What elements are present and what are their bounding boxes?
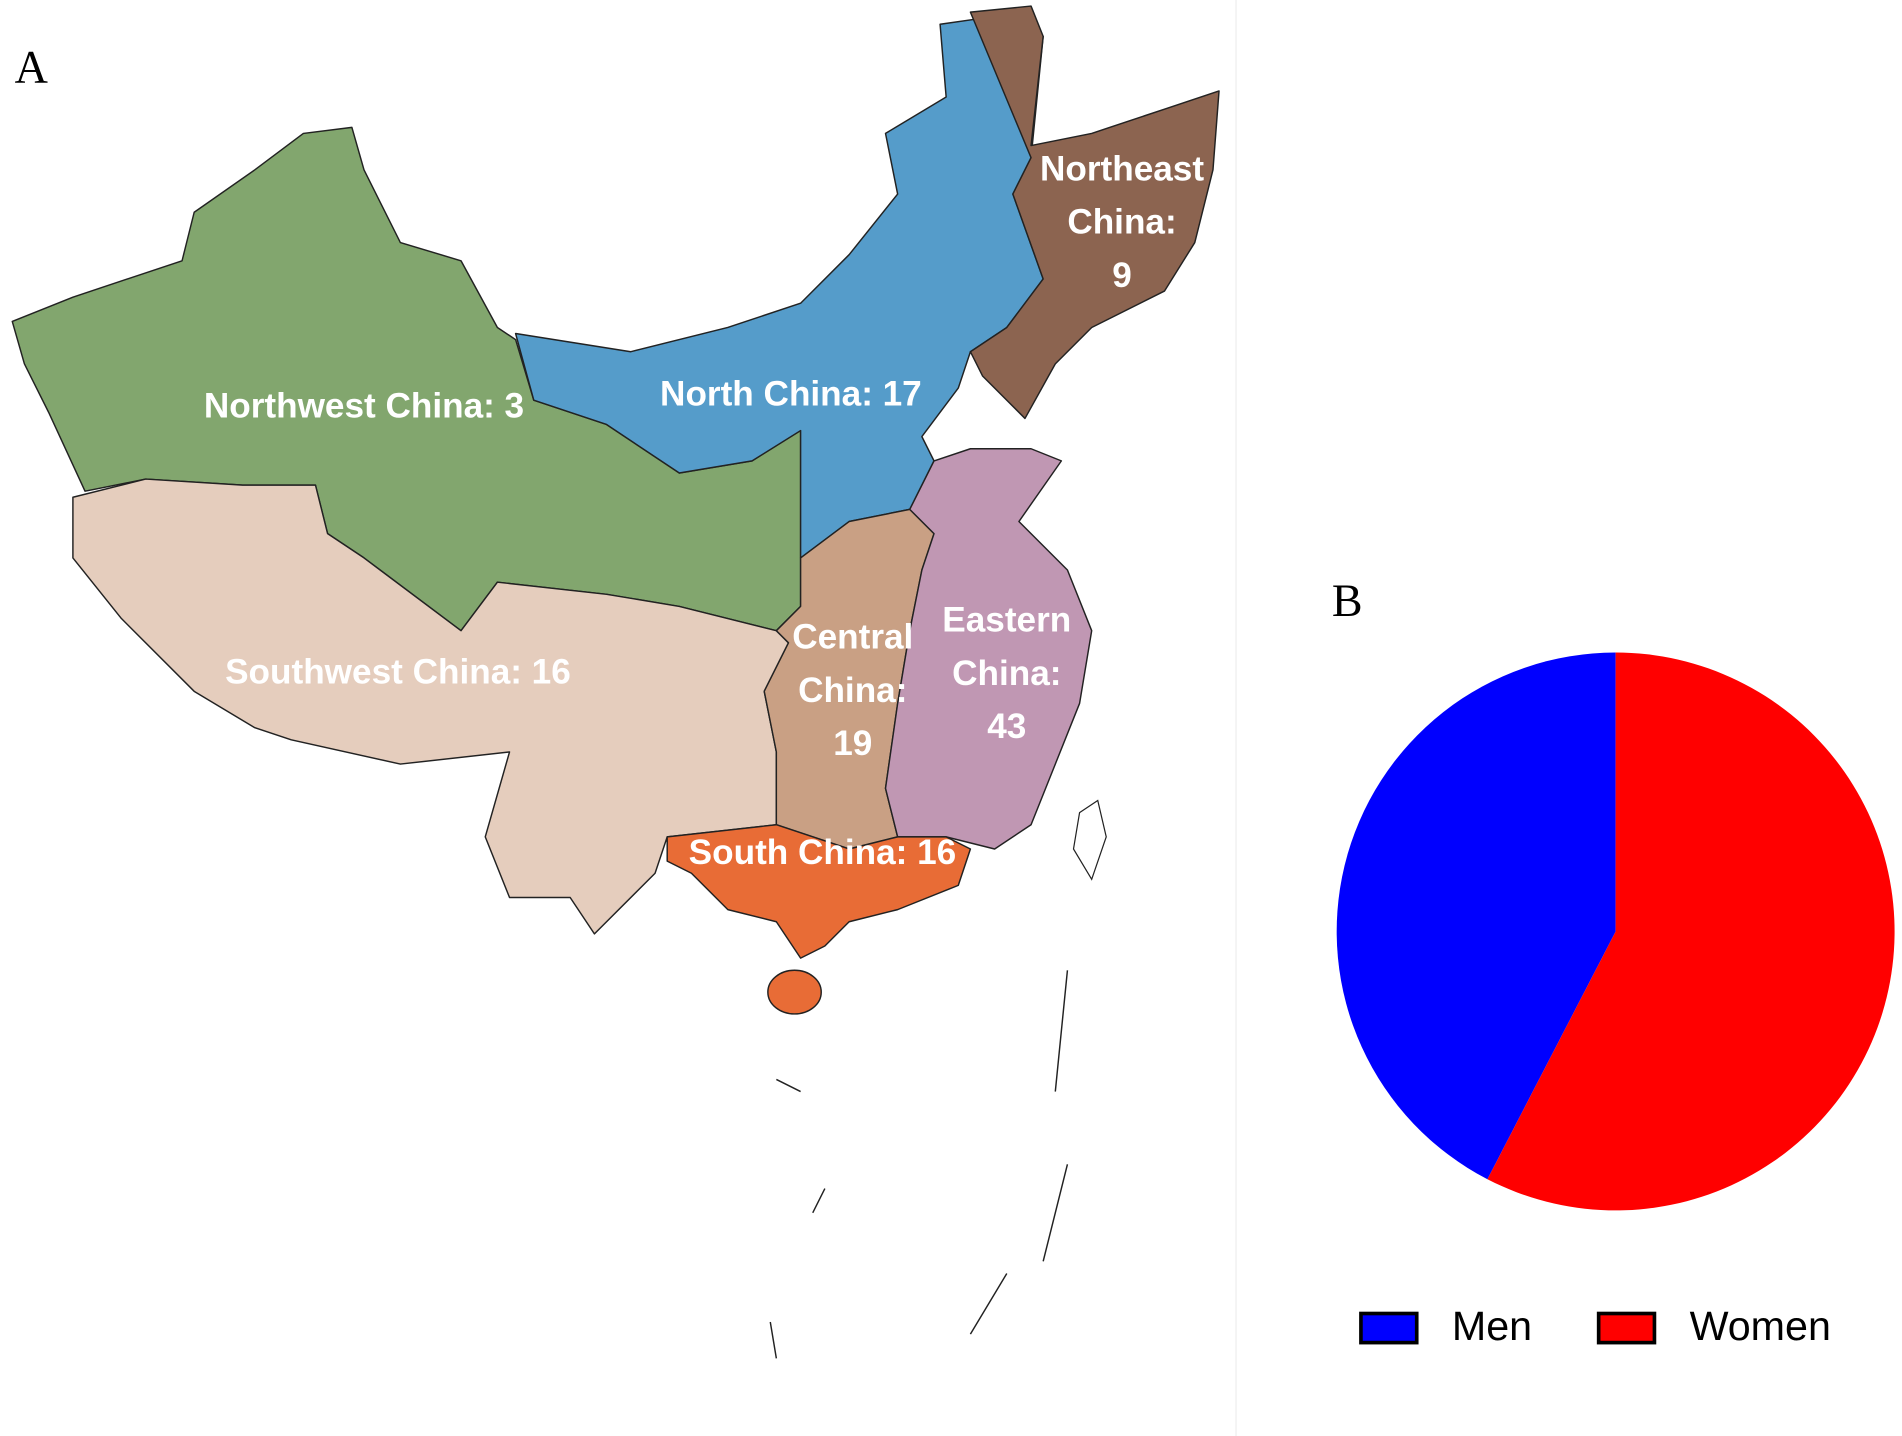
region-hainan [767,969,822,1015]
legend: Men Women [1359,1303,1831,1349]
region-name: Northwest China: [204,387,495,426]
region-count: 9 [1112,256,1132,295]
region-label: Southwest China: 16 [225,653,571,692]
pie-chart [1336,652,1895,1211]
region-count: 3 [505,387,525,426]
region-name: China: [952,654,1061,693]
region-name: Northeast [1040,149,1204,188]
panel-label: B [1332,575,1363,626]
pie-slice [1487,652,1895,1211]
region-count: 43 [987,707,1026,746]
region-name: Central [792,617,913,656]
legend-swatch [1596,1311,1657,1345]
region-name: South China: [689,833,908,872]
region-south [666,824,972,959]
map [11,5,1220,1359]
region-label: Northwest China: 3 [204,387,524,426]
region-label: North China: 17 [660,375,922,414]
legend-label: Women [1690,1303,1831,1349]
legend-swatch [1359,1311,1419,1345]
region-name: Eastern [942,600,1071,639]
region-count: 17 [883,375,922,414]
region-count: 16 [532,653,571,692]
region-count: 19 [833,724,872,763]
legend-label: Men [1452,1303,1532,1349]
sea-boundary [769,970,1069,1359]
region-labels: Northwest China: 3 North China: 17 Northeast… [204,149,1205,872]
region-name: China: [1067,203,1176,242]
region-eastern [884,448,1093,850]
region-count: 16 [917,833,956,872]
pie-slice [1336,652,1616,1180]
region-label: South China: 16 [689,833,957,872]
region-name: Southwest China: [225,653,522,692]
region-name: China: [798,671,907,710]
region-northeast [969,5,1220,420]
region-name: North China: [660,375,873,414]
panel-label: A [15,41,48,92]
island-outline [1072,799,1107,881]
